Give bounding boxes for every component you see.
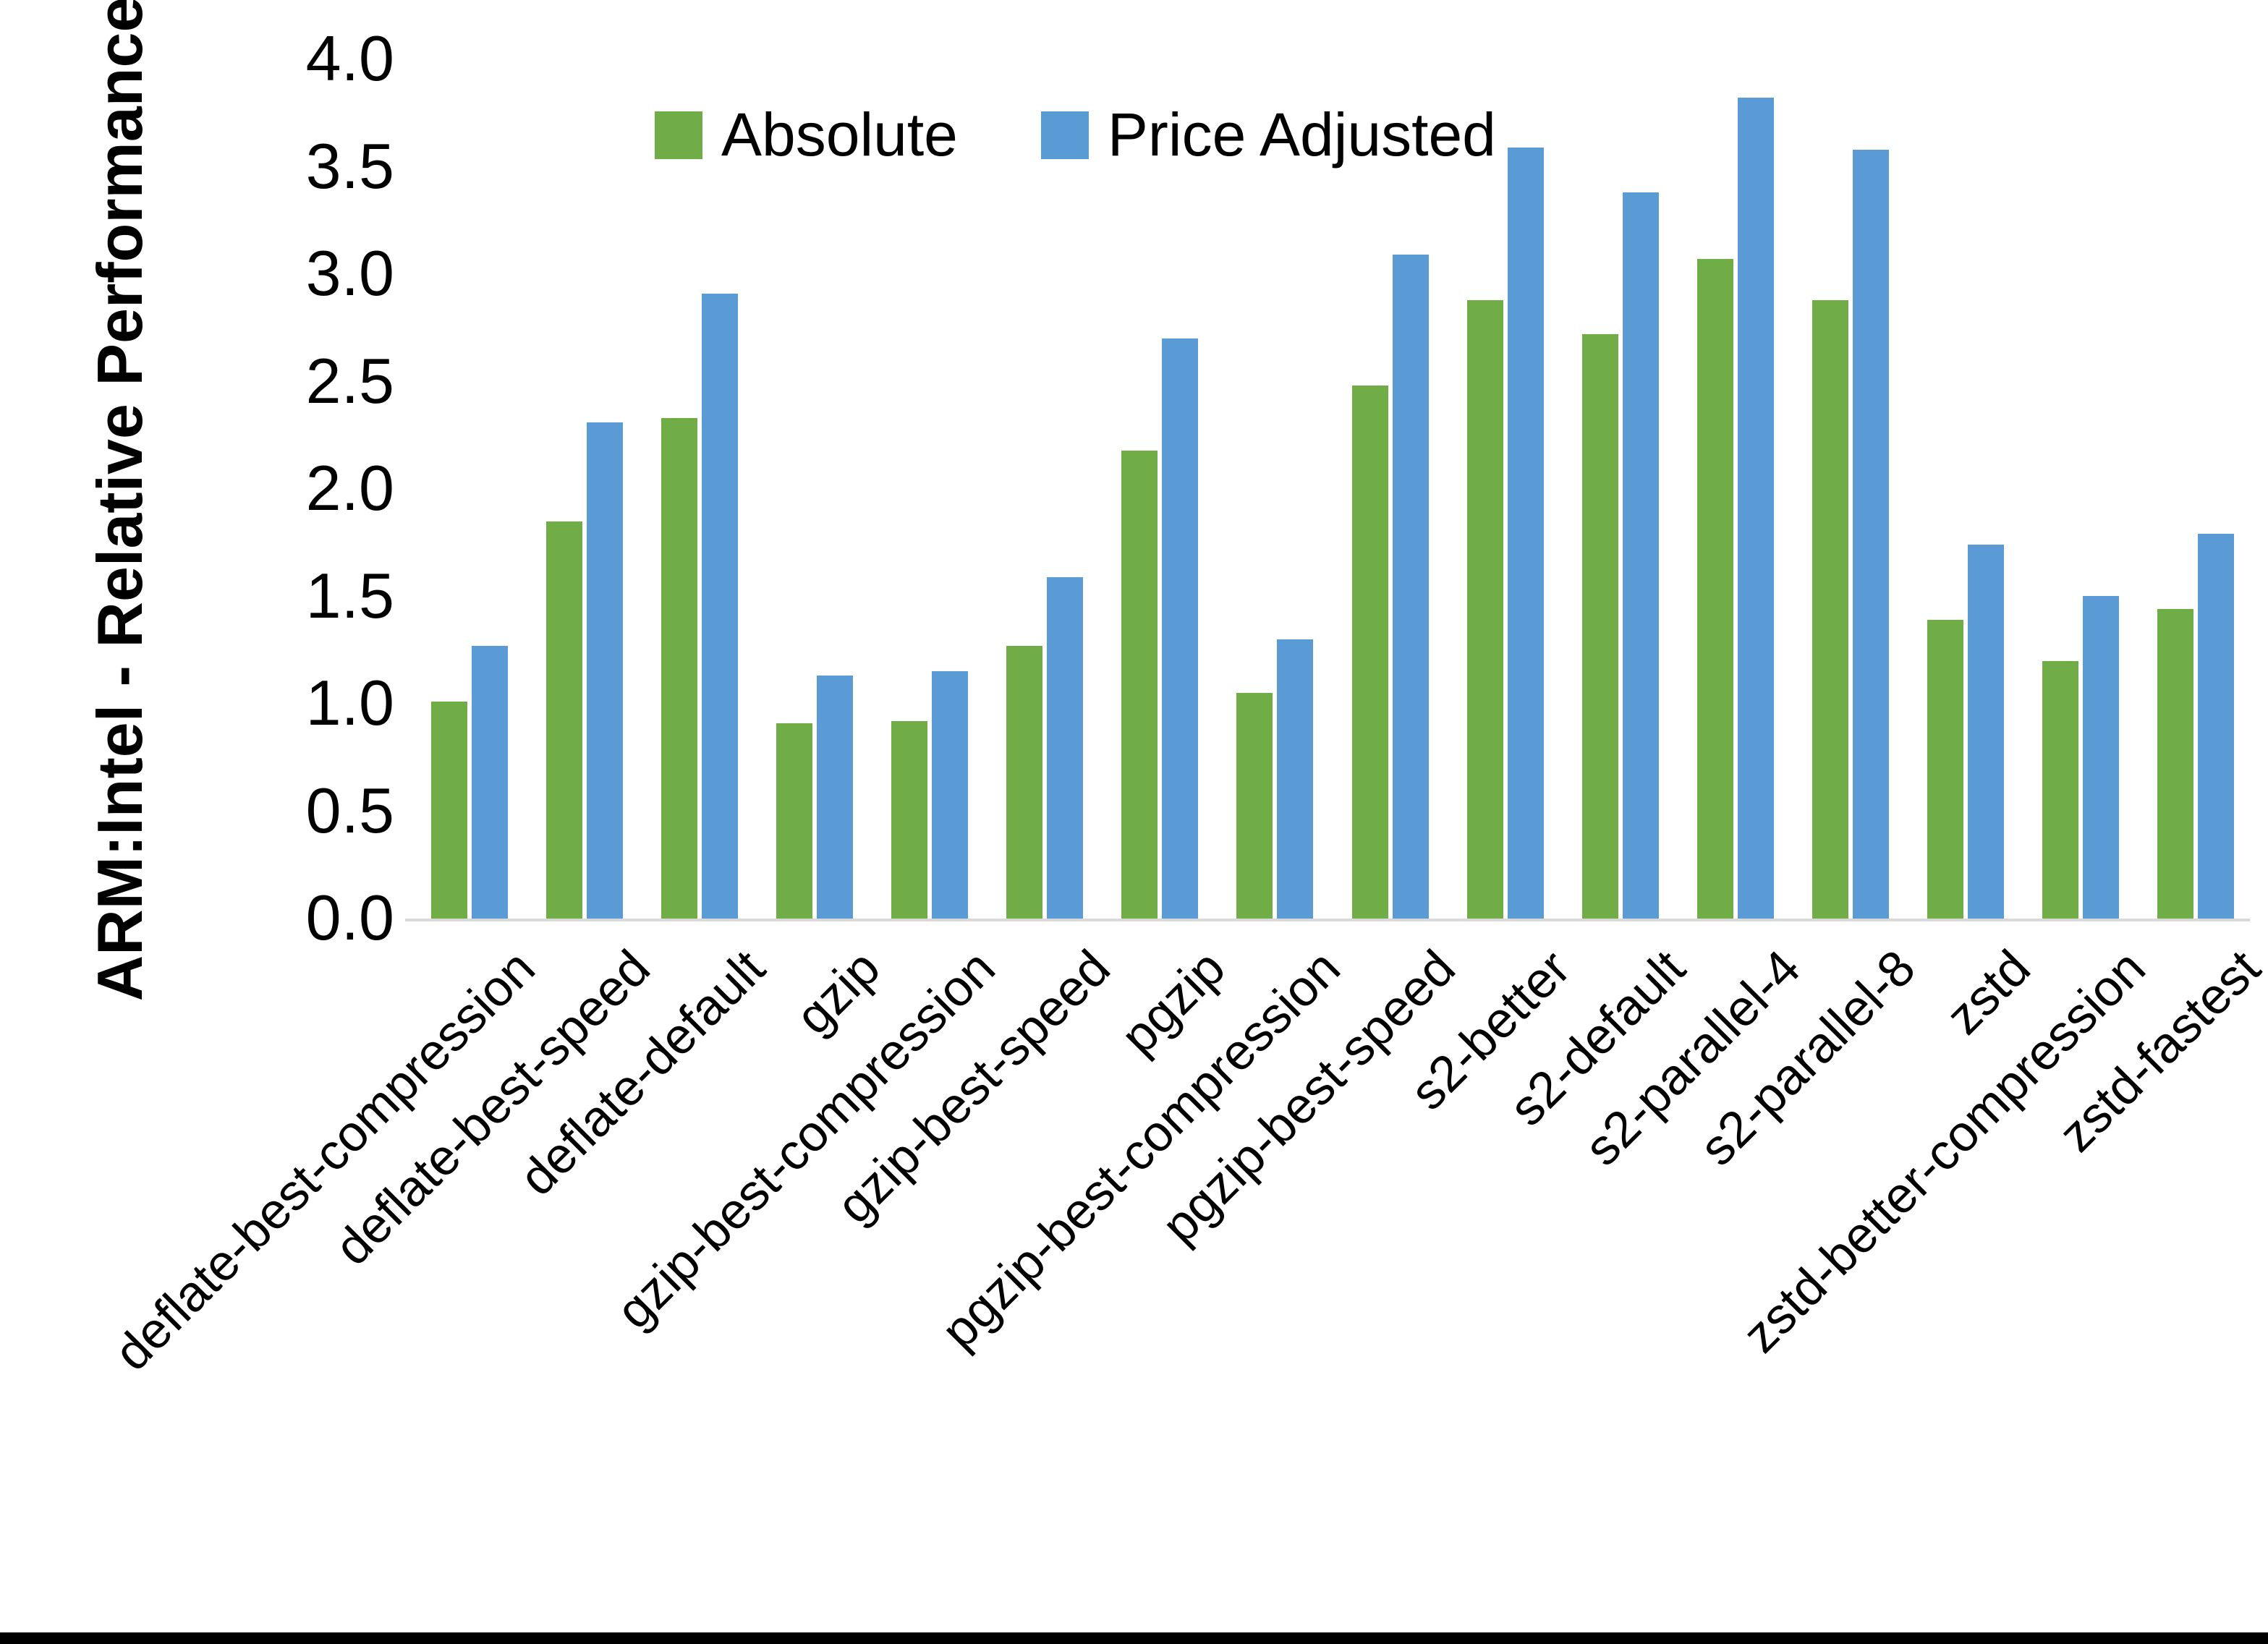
y-tick-label: 4.0 [305, 22, 394, 94]
bar-absolute-zstd [1927, 620, 1963, 919]
bar-absolute-deflate-best-speed [546, 521, 582, 919]
legend-swatch-price-adjusted-icon [1040, 111, 1089, 159]
bar-price-adjusted-zstd [1968, 545, 2004, 919]
y-tick-label: 3.0 [305, 237, 394, 309]
bar-price-adjusted-gzip-best-compression [932, 671, 968, 919]
bar-price-adjusted-deflate-best-speed [587, 422, 623, 919]
bar-price-adjusted-s2-parallel-4 [1738, 98, 1774, 919]
legend-swatch-absolute-icon [655, 111, 702, 159]
bar-absolute-pgzip-best-compression [1236, 693, 1273, 919]
legend-item-absolute: Absolute [655, 100, 958, 170]
bar-price-adjusted-pgzip-best-speed [1393, 255, 1429, 919]
y-tick-label: 2.0 [305, 452, 394, 524]
bar-price-adjusted-gzip-best-speed [1047, 577, 1083, 919]
legend-label-price-adjusted: Price Adjusted [1107, 101, 1496, 169]
bar-absolute-zstd-fastest [2157, 609, 2193, 919]
bar-price-adjusted-pgzip [1162, 338, 1198, 919]
y-axis-title: ARM:Intel - Relative Performance [84, 0, 156, 1002]
y-tick-label: 3.5 [305, 129, 394, 202]
legend-label-absolute: Absolute [721, 101, 958, 169]
legend-item-price-adjusted: Price Adjusted [1040, 100, 1496, 170]
chart-legend: Absolute Price Adjusted [655, 100, 1496, 170]
bar-absolute-deflate-default [661, 418, 697, 919]
bar-price-adjusted-pgzip-best-compression [1277, 639, 1313, 919]
y-tick-label: 0.5 [305, 774, 394, 846]
bar-price-adjusted-deflate-default [702, 294, 738, 919]
bar-absolute-zstd-better-compression [2042, 661, 2078, 919]
bar-absolute-deflate-best-compression [431, 702, 467, 919]
bar-price-adjusted-zstd-fastest [2198, 534, 2234, 919]
y-tick-label: 1.0 [305, 667, 394, 738]
bar-absolute-s2-better [1467, 300, 1503, 919]
bar-absolute-pgzip [1121, 451, 1158, 919]
y-tick-label: 1.5 [305, 559, 394, 631]
bar-absolute-s2-parallel-8 [1812, 300, 1848, 919]
bar-absolute-gzip [776, 723, 812, 919]
y-tick-label: 0.0 [305, 882, 394, 953]
bottom-border [0, 1632, 2268, 1644]
bar-absolute-s2-parallel-4 [1697, 259, 1733, 919]
bar-absolute-gzip-best-speed [1006, 646, 1042, 919]
bar-absolute-gzip-best-compression [891, 721, 927, 919]
x-axis-line [405, 919, 2250, 921]
bar-price-adjusted-s2-default [1623, 192, 1659, 919]
bar-price-adjusted-zstd-better-compression [2083, 596, 2119, 919]
bar-absolute-s2-default [1582, 334, 1618, 919]
bar-price-adjusted-s2-parallel-8 [1853, 150, 1889, 919]
bar-absolute-pgzip-best-speed [1352, 386, 1388, 919]
bar-price-adjusted-s2-better [1508, 148, 1544, 919]
bar-price-adjusted-gzip [817, 676, 853, 919]
bar-price-adjusted-deflate-best-compression [472, 646, 508, 919]
y-tick-label: 2.5 [305, 344, 394, 417]
